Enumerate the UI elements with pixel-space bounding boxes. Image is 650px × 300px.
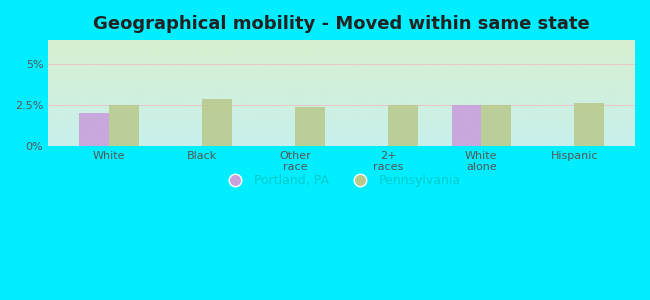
Bar <box>109 105 138 146</box>
Bar <box>79 113 109 146</box>
Bar <box>481 105 511 146</box>
Bar <box>202 99 231 146</box>
Legend: Portland, PA, Pennsylvania: Portland, PA, Pennsylvania <box>218 169 466 192</box>
Title: Geographical mobility - Moved within same state: Geographical mobility - Moved within sam… <box>93 15 590 33</box>
Bar <box>295 107 325 146</box>
Bar <box>388 105 418 146</box>
Bar <box>452 105 481 146</box>
Bar <box>575 103 604 146</box>
